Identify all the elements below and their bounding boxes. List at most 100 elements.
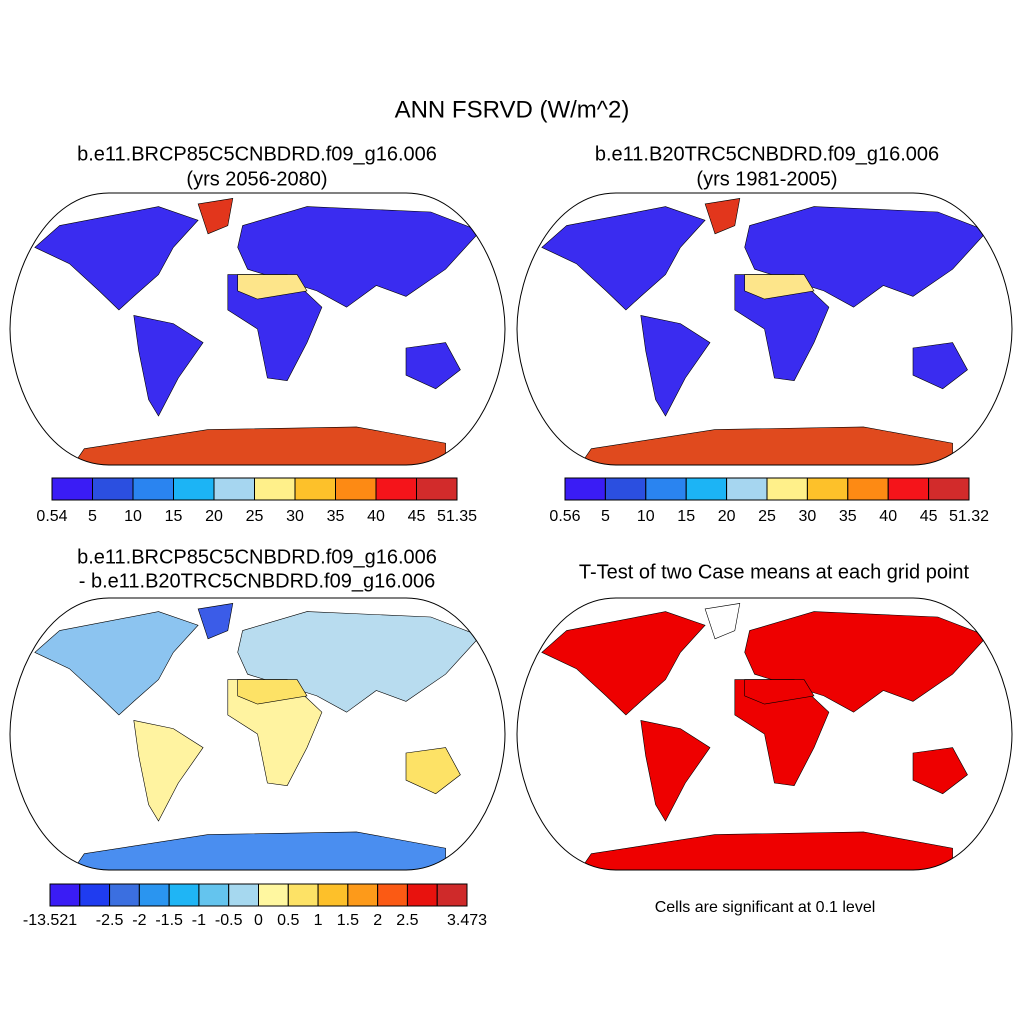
land xyxy=(34,206,199,311)
colorbar-label: 15 xyxy=(165,508,183,525)
colorbar-label: -1 xyxy=(192,912,206,929)
map-frame xyxy=(9,192,506,466)
colorbar-box xyxy=(213,477,255,501)
colorbar-label: 15 xyxy=(677,508,695,525)
colorbar-label: -0.5 xyxy=(215,912,243,929)
map-frame xyxy=(516,597,1013,871)
colorbar-box xyxy=(198,883,230,907)
colorbar-box xyxy=(258,883,289,907)
land xyxy=(575,426,953,465)
land xyxy=(68,831,446,870)
colorbar-label: 0.54 xyxy=(36,508,67,525)
colorbar-label: 51.32 xyxy=(949,508,989,525)
colorbar-box xyxy=(564,477,606,501)
panel-title: (yrs 2056-2080) xyxy=(186,168,327,190)
colorbar-label: -2 xyxy=(132,912,146,929)
colorbar-box xyxy=(168,883,200,907)
land xyxy=(133,315,204,417)
colorbar-label: 5 xyxy=(88,508,97,525)
colorbar-box xyxy=(604,477,647,501)
colorbar-box xyxy=(317,883,349,907)
colorbar-box xyxy=(726,477,768,501)
colorbar-box xyxy=(436,883,468,907)
colorbar-label: 1 xyxy=(314,912,323,929)
colorbar-label: 0.56 xyxy=(549,508,580,525)
panel-title: (yrs 1981-2005) xyxy=(696,168,837,190)
colorbar-label: 3.473 xyxy=(447,912,487,929)
colorbar-label: -1.5 xyxy=(155,912,183,929)
land xyxy=(405,747,461,795)
colorbar-label: 10 xyxy=(124,508,142,525)
land xyxy=(744,679,815,705)
land xyxy=(237,274,308,300)
colorbar-box xyxy=(49,883,81,907)
colorbar-label: 20 xyxy=(205,508,223,525)
colorbar-label: 1.5 xyxy=(337,912,359,929)
colorbar-box xyxy=(92,477,134,501)
map xyxy=(541,603,988,870)
colorbar-box xyxy=(254,477,296,501)
map-frame xyxy=(516,192,1013,466)
colorbar-box xyxy=(928,477,970,501)
colorbar-box xyxy=(766,477,808,501)
land xyxy=(541,611,706,716)
panel-note: Cells are significant at 0.1 level xyxy=(655,899,876,916)
colorbar-box xyxy=(347,883,379,907)
map xyxy=(541,198,988,465)
figure-title: ANN FSRVD (W/m^2) xyxy=(395,96,630,123)
colorbar-box xyxy=(294,477,336,501)
colorbar-label: 45 xyxy=(920,508,938,525)
colorbar-box xyxy=(645,477,687,501)
land xyxy=(197,603,234,640)
colorbar-label: 35 xyxy=(327,508,345,525)
panel-title: b.e11.BRCP85C5CNBDRD.f09_g16.006 xyxy=(77,546,437,568)
colorbar-box xyxy=(685,477,728,501)
colorbar-box xyxy=(109,883,140,907)
land xyxy=(704,603,741,640)
land xyxy=(640,315,711,417)
land xyxy=(744,274,815,300)
colorbar-label: 0.5 xyxy=(277,912,299,929)
colorbar-label: 0 xyxy=(254,912,263,929)
colorbar-label: 25 xyxy=(246,508,264,525)
colorbar-box xyxy=(406,883,438,907)
colorbar-label: 20 xyxy=(718,508,736,525)
colorbar-label: -2.5 xyxy=(96,912,124,929)
map xyxy=(34,198,481,465)
land xyxy=(704,198,741,235)
colorbar-label: 5 xyxy=(601,508,610,525)
panel-title: T-Test of two Case means at each grid po… xyxy=(579,561,970,583)
land xyxy=(541,206,706,311)
colorbar-label: 40 xyxy=(879,508,897,525)
colorbar-box xyxy=(377,883,408,907)
colorbar-label: 30 xyxy=(799,508,817,525)
colorbar-label: 30 xyxy=(286,508,304,525)
colorbar-label: 51.35 xyxy=(437,508,477,525)
colorbar-box xyxy=(138,883,170,907)
colorbar-label: 2 xyxy=(373,912,382,929)
colorbar-box xyxy=(887,477,930,501)
colorbar-label: 10 xyxy=(637,508,655,525)
map-frame xyxy=(9,597,506,871)
colorbar-label: 25 xyxy=(758,508,776,525)
land xyxy=(34,611,199,716)
colorbar-box xyxy=(173,477,215,501)
colorbar-box xyxy=(228,883,259,907)
land xyxy=(575,831,953,870)
land xyxy=(405,342,461,390)
land xyxy=(912,342,968,390)
colorbar-label: 45 xyxy=(408,508,426,525)
land xyxy=(237,679,308,705)
land xyxy=(197,198,234,235)
colorbar-box xyxy=(79,883,111,907)
panel-title: - b.e11.B20TRC5CNBDRD.f09_g16.006 xyxy=(79,570,435,592)
colorbar-box xyxy=(416,477,458,501)
land xyxy=(640,720,711,822)
land xyxy=(133,720,204,822)
colorbar-box xyxy=(847,477,889,501)
colorbar-box xyxy=(132,477,174,501)
land xyxy=(68,426,446,465)
colorbar-label: -13.521 xyxy=(23,912,77,929)
panel-title: b.e11.BRCP85C5CNBDRD.f09_g16.006 xyxy=(77,143,437,165)
